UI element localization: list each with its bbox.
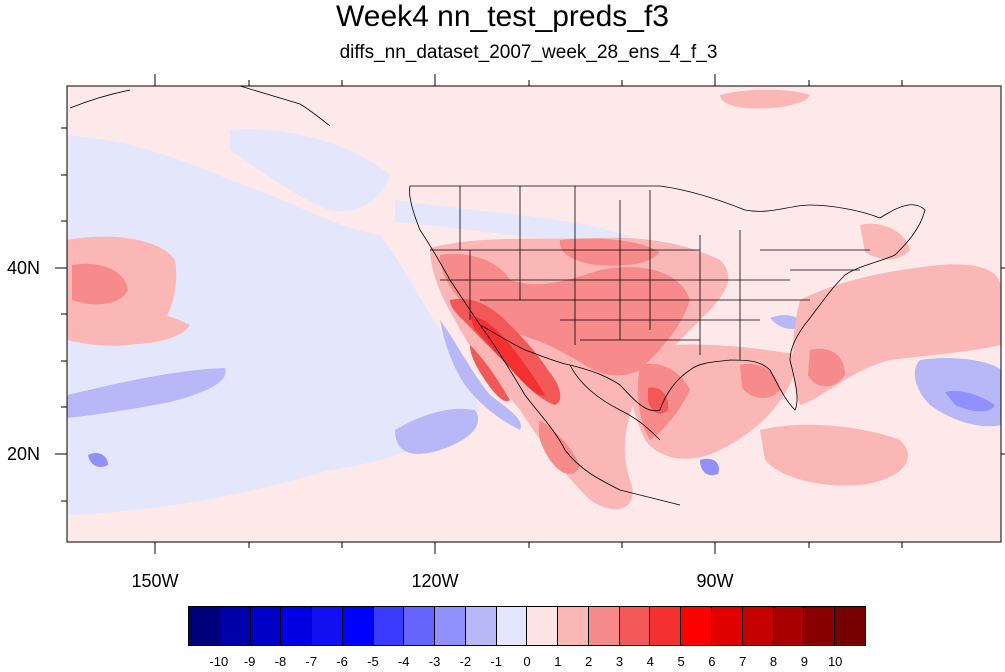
colorbar-swatch [588,607,620,645]
southwest-red [440,253,690,376]
colorbar-swatch [219,607,251,645]
colorbar-swatch [527,607,559,645]
colorbar-label: -2 [459,654,472,669]
pacific-blue-patch [395,408,479,454]
lat-label-20n: 20N [6,444,40,464]
map-subtitle: diffs_nn_dataset_2007_week_28_ens_4_f_3 [339,42,718,63]
colorbar-swatch [496,607,528,645]
colorbar-swatch [650,607,682,645]
atlantic-dark-blue [945,390,995,412]
map-title: Week4 nn_test_preds_f3 [335,0,669,33]
colorbar-label: -4 [397,654,410,669]
colorbar-swatch [465,607,497,645]
colorbar-swatch [835,607,865,645]
baja-red-strip [470,345,510,402]
colorbar-swatch [404,607,436,645]
colorbar-label: -8 [274,654,287,669]
colorbar-label: -7 [305,654,318,669]
colorbar-swatch [373,607,405,645]
colorbar-label: 0 [523,654,531,669]
colorbar-swatch [250,607,282,645]
hawaii-blue-patch [88,453,108,467]
colorbar-label: -6 [336,654,348,669]
state-lines [430,186,870,360]
lon-label-90w: 90W [696,571,734,591]
colorbar-swatch [342,607,374,645]
north-plains-red [559,238,660,266]
caribbean-blue-patch [700,458,719,476]
colorbar-swatch [681,607,713,645]
mexico-coast [479,324,681,506]
lon-label-120w: 120W [411,571,459,591]
baja-blue-coast [440,320,521,430]
colorbar-label: 1 [554,654,562,669]
us-border [409,185,926,412]
colorbar-label: 10 [827,654,843,669]
pacific-red-core [72,263,128,305]
canada-coast [69,86,331,127]
colorbar-swatch [742,607,774,645]
colorbar-label: 4 [646,654,654,669]
colorbar-label: 8 [769,654,778,669]
colorbar-swatch [804,607,836,645]
colorbar-swatch [281,607,313,645]
colorbar-label: 5 [677,654,685,669]
colorbar-swatch [773,607,805,645]
mexico-red [538,420,580,475]
colorbar-label: -10 [209,654,229,669]
gulf-california-deep-red [470,315,545,396]
colorbar-label: -3 [428,654,441,669]
colorbar-swatch [435,607,466,645]
texas-dark-red [648,387,669,414]
colorbar-label: 3 [615,654,624,669]
colorbar-label: 9 [800,654,808,669]
colorbar-label: -1 [490,654,502,669]
nw-light-blue-region [395,200,640,243]
colorbar [188,606,866,646]
pacific-light-blue-region [67,135,480,515]
canada-light-red [720,89,810,109]
colorbar-label: -5 [367,654,379,669]
country-borders [69,86,926,506]
colorbar-label: -9 [243,654,256,669]
colorbar-swatch [558,607,589,645]
colorbar-label: 7 [739,654,747,669]
map-plot [55,74,1005,554]
colorbar-swatch [619,607,651,645]
lat-label-40n: 40N [6,258,40,278]
lon-label-150w: 150W [131,571,179,591]
florida-red [740,363,780,399]
colorbar-label: 2 [585,654,593,669]
caribbean-light-red [760,424,908,486]
pacific-red-region [67,300,190,345]
colorbar-label: 6 [708,654,716,669]
pacific-blue-band [67,368,226,418]
colorbar-swatch [712,607,743,645]
colorbar-swatch [312,607,343,645]
pacific-light-blue-region [230,129,390,211]
atlantic-red [808,348,845,387]
axis-ticks [55,74,1005,554]
colorbar-swatch [189,607,220,645]
northeast-light-red [860,223,910,260]
